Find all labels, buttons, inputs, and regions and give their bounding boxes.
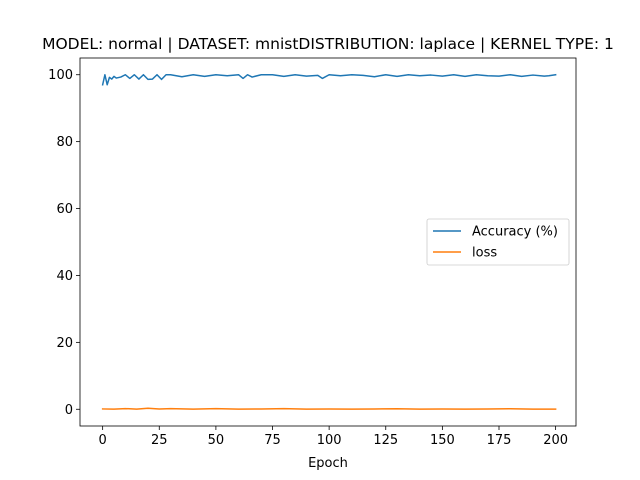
axes-frame: [79, 57, 577, 427]
x-tick-label: 50: [208, 433, 225, 448]
x-tick-label: 200: [543, 433, 568, 448]
chart-title: MODEL: normal | DATASET: mnistDISTRIBUTI…: [42, 35, 614, 53]
x-tick-label: 150: [430, 433, 455, 448]
x-axis-label: Epoch: [308, 456, 348, 471]
y-tick-label: 40: [56, 269, 73, 284]
x-tick-label: 125: [373, 433, 398, 448]
y-tick-label: 0: [65, 403, 73, 418]
y-tick-label: 20: [56, 336, 73, 351]
legend-label-loss: loss: [472, 246, 497, 261]
y-tick-label: 100: [48, 68, 73, 83]
x-tick-label: 75: [264, 433, 281, 448]
legend-box: [426, 218, 570, 266]
x-tick-label: 25: [151, 433, 168, 448]
x-tick-label: 100: [317, 433, 342, 448]
series-line-loss: [101, 407, 557, 410]
legend: Accuracy (%) loss: [426, 218, 570, 266]
y-tick-label: 60: [56, 202, 73, 217]
x-tick-label: 0: [99, 433, 107, 448]
legend-label-accuracy: Accuracy (%): [472, 225, 558, 240]
x-tick-label: 175: [487, 433, 512, 448]
series-line-accuracy: [101, 73, 557, 86]
y-tick-label: 80: [56, 135, 73, 150]
plot-area: 0 25 50 75 100 125 150 175 200 0 20 40 60 80 100: [48, 57, 577, 448]
